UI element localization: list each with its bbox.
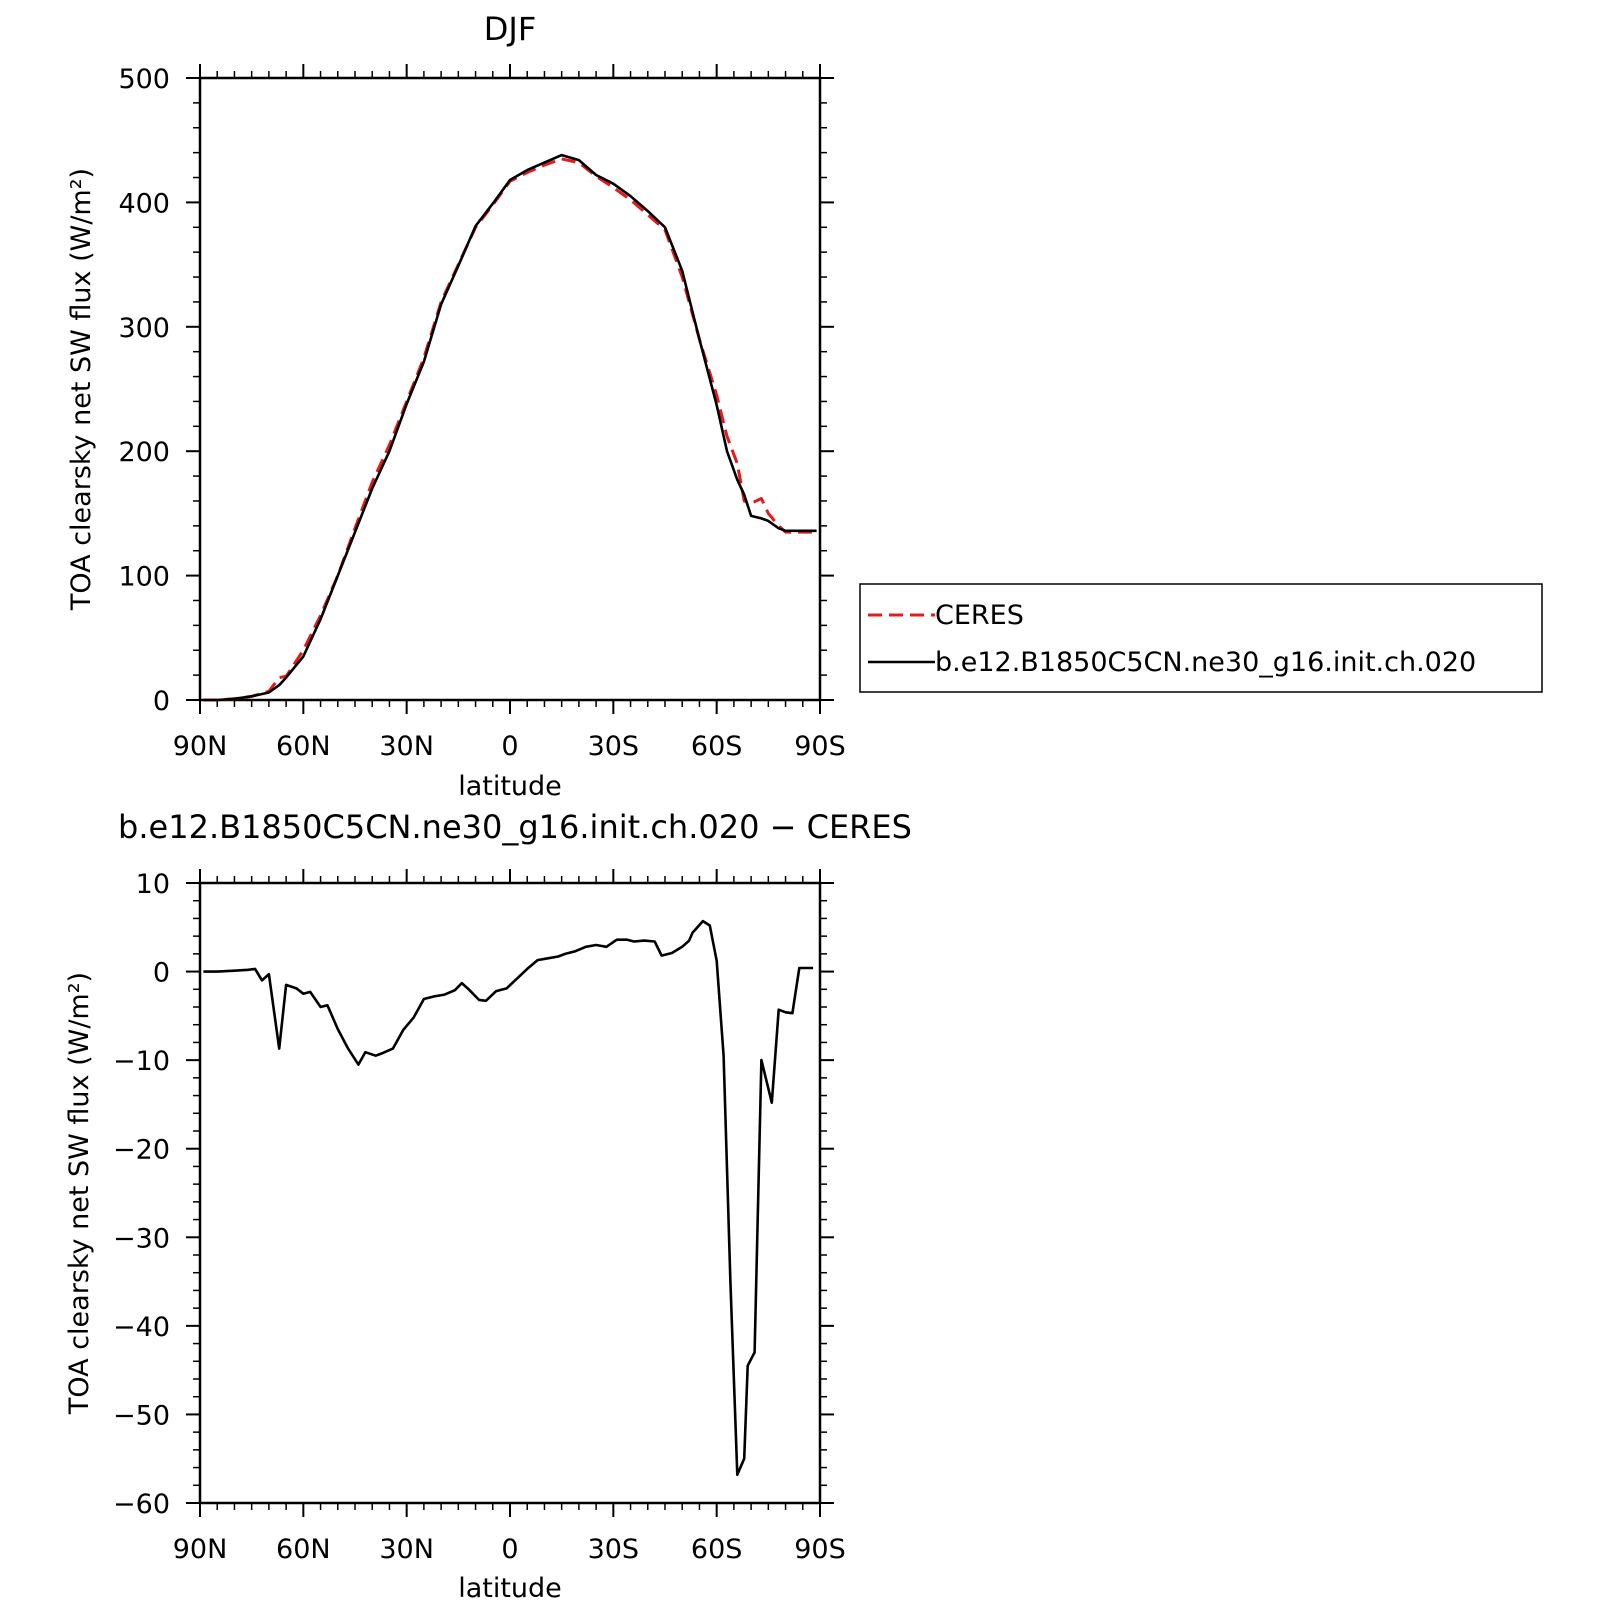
top-y-axis-label: TOA clearsky net SW flux (W/m²) — [66, 168, 97, 611]
bottom-y-tick-label: 0 — [153, 958, 170, 989]
bottom-x-tick-label: 90S — [794, 1534, 846, 1565]
bottom-x-tick-label: 60N — [276, 1534, 331, 1565]
top-x-tick-label: 90N — [173, 731, 228, 762]
top-panel: DJF 90N 60N 30N 0 30S 60S 90S0100200300400500 … — [66, 10, 846, 802]
top-y-tick-label: 0 — [153, 686, 170, 717]
bottom-y-tick-label: 10 — [136, 869, 170, 900]
bottom-y-axis-label: TOA clearsky net SW flux (W/m²) — [64, 972, 95, 1415]
bottom-y-tick-label: −10 — [113, 1046, 170, 1077]
top-plot-frame — [198, 76, 822, 702]
bottom-x-tick-label: 30N — [379, 1534, 434, 1565]
bottom-x-tick-label: 30S — [588, 1534, 640, 1565]
top-y-tick-label: 500 — [118, 64, 170, 95]
bottom-x-tick-label: 90N — [173, 1534, 228, 1565]
top-x-tick-label: 60S — [691, 731, 743, 762]
bottom-panel: b.e12.B1850C5CN.ne30_g16.init.ch.020 − C… — [64, 808, 912, 1603]
bottom-x-tick-label: 60S — [691, 1534, 743, 1565]
model-line — [203, 153, 817, 702]
top-y-tick-label: 100 — [118, 562, 170, 593]
top-y-tick-label: 400 — [118, 188, 170, 219]
ceres-line — [203, 157, 817, 702]
bottom-y-tick-label: −60 — [113, 1489, 170, 1520]
legend: CERES b.e12.B1850C5CN.ne30_g16.init.ch.0… — [859, 583, 1543, 693]
top-x-tick-label: 30N — [379, 731, 434, 762]
bottom-x-tick-label: 0 — [501, 1534, 518, 1565]
legend-box — [859, 583, 1543, 693]
top-x-tick-label: 0 — [501, 731, 518, 762]
bottom-panel-title: b.e12.B1850C5CN.ne30_g16.init.ch.020 − C… — [118, 808, 912, 846]
top-x-tick-label: 30S — [588, 731, 640, 762]
bottom-y-tick-label: −20 — [113, 1135, 170, 1166]
top-panel-series — [203, 153, 817, 702]
legend-label-ceres: CERES — [935, 600, 1024, 631]
bottom-y-tick-label: −40 — [113, 1312, 170, 1343]
bottom-x-axis-label: latitude — [458, 1573, 562, 1603]
legend-label-model: b.e12.B1850C5CN.ne30_g16.init.ch.020 — [935, 647, 1476, 678]
top-x-tick-label: 90S — [794, 731, 846, 762]
bottom-y-tick-label: −50 — [113, 1400, 170, 1431]
top-x-axis-label: latitude — [458, 771, 562, 802]
top-y-tick-label: 300 — [118, 313, 170, 344]
top-x-tick-label: 60N — [276, 731, 331, 762]
top-panel-ticks: 90N 60N 30N 0 30S 60S 90S 0 100 200 300 400 500 — [118, 64, 846, 762]
top-y-tick-label: 200 — [118, 437, 170, 468]
top-panel-title: DJF — [484, 10, 536, 48]
bottom-panel-ticks: 90N 60N 30N 0 30S 60S 90S 10 0 −10 −20 −30 −40 −50 −60 — [113, 869, 846, 1565]
bottom-panel-series — [203, 919, 814, 1476]
bottom-y-tick-label: −30 — [113, 1223, 170, 1254]
difference-line — [203, 919, 814, 1476]
